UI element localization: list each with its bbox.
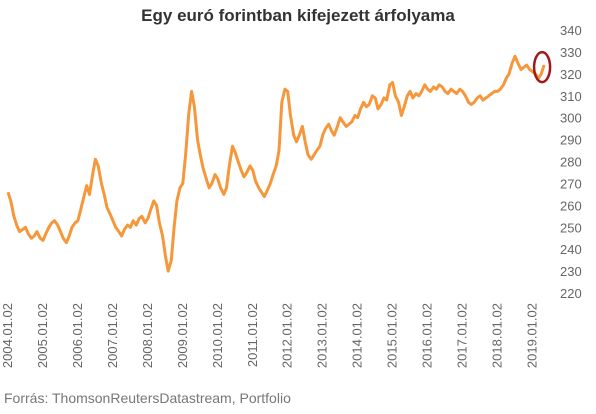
y-tick-label: 250 [560,220,582,235]
x-tick-label: 2017.01.02 [455,303,470,368]
y-tick-label: 280 [560,155,582,170]
source-note: Forrás: ThomsonReutersDatastream, Portfo… [4,390,291,406]
x-tick-label: 2014.01.02 [350,303,365,368]
y-tick-label: 340 [560,23,582,38]
x-tick-label: 2008.01.02 [140,303,155,368]
x-tick-label: 2005.01.02 [35,303,50,368]
x-tick-label: 2011.01.02 [245,303,260,367]
x-tick-label: 2013.01.02 [315,303,330,368]
y-tick-label: 300 [560,111,582,126]
x-tick-label: 2015.01.02 [385,303,400,368]
x-tick-label: 2010.01.02 [210,303,225,368]
y-tick-label: 320 [560,67,582,82]
x-tick-label: 2012.01.02 [280,303,295,368]
x-tick-label: 2016.01.02 [420,303,435,368]
highlight-circle [532,50,552,84]
x-tick-label: 2007.01.02 [105,303,120,368]
x-tick-label: 2018.01.02 [490,303,505,368]
y-tick-label: 260 [560,198,582,213]
x-tick-label: 2019.01.02 [525,303,540,368]
x-tick-label: 2004.01.02 [0,303,15,368]
y-tick-label: 220 [560,286,582,301]
y-axis-ticks: 220 230 240 250 260 270 280 290 300 310 320 330 340 [560,23,582,301]
series-line [6,54,546,273]
x-axis-ticks: 2004.01.02 2005.01.02 2006.01.02 2007.01.02… [0,303,540,368]
y-tick-label: 290 [560,133,582,148]
y-tick-label: 270 [560,176,582,191]
y-tick-label: 240 [560,242,582,257]
y-tick-label: 230 [560,264,582,279]
x-tick-label: 2009.01.02 [175,303,190,368]
y-tick-label: 330 [560,45,582,60]
x-tick-label: 2006.01.02 [70,303,85,368]
chart-title: Egy euró forintban kifejezett árfolyama [141,6,455,25]
y-tick-label: 310 [560,89,582,104]
